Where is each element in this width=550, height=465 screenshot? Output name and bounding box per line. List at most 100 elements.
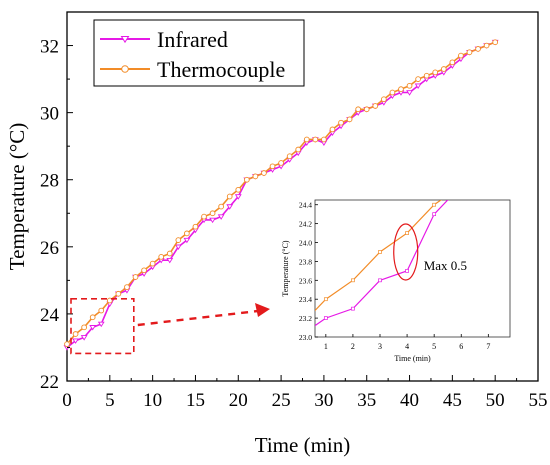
data-point-thermocouple — [141, 267, 147, 274]
x-tick-label: 15 — [186, 390, 205, 411]
x-tick-label: 5 — [105, 390, 115, 411]
data-point-thermocouple — [235, 186, 242, 193]
data-point-infrared — [89, 325, 97, 331]
data-point-thermocouple — [338, 119, 344, 126]
data-point-infrared — [97, 321, 105, 328]
data-point-thermocouple — [72, 331, 79, 337]
inset-y-tick-label: 23.6 — [299, 276, 312, 285]
x-tick-label: 10 — [143, 390, 162, 411]
data-point-thermocouple — [346, 116, 353, 123]
data-point-thermocouple — [226, 193, 233, 200]
data-point-thermocouple — [483, 42, 490, 49]
data-point-infrared — [217, 214, 225, 220]
data-point-thermocouple — [449, 59, 456, 66]
inset-chart: 1 2 3 4 5 6 723.023.223.423.623.824.024.224.4 … — [281, 184, 511, 363]
inset-y-tick-label: 24.2 — [299, 220, 312, 229]
data-point-thermocouple — [269, 163, 276, 170]
inset-y-tick-label: 23.2 — [299, 314, 312, 323]
inset-x-tick-label: 4 — [405, 342, 409, 351]
data-point-thermocouple — [252, 173, 259, 180]
data-point-thermocouple — [64, 341, 70, 347]
data-point-thermocouple — [432, 69, 439, 76]
data-point-thermocouple — [406, 82, 413, 89]
x-tick-label: 25 — [272, 390, 291, 411]
data-point-thermocouple — [475, 46, 481, 52]
x-tick-label: 0 — [62, 390, 72, 411]
max-difference-annotation: Max 0.5 — [424, 258, 467, 273]
inset-data-point-thermocouple — [460, 184, 463, 187]
inset-data-point-infrared — [378, 278, 382, 283]
data-point-infrared — [72, 338, 79, 344]
data-point-thermocouple — [81, 324, 87, 331]
data-point-thermocouple — [466, 49, 473, 56]
data-point-thermocouple — [381, 96, 387, 103]
data-point-thermocouple — [312, 136, 319, 143]
data-point-thermocouple — [89, 314, 96, 321]
y-tick-label: 24 — [40, 305, 60, 326]
inset-data-point-thermocouple — [405, 231, 409, 235]
inset-y-tick-label: 23.4 — [299, 295, 312, 304]
inset-series-group — [315, 184, 463, 327]
inset-axes-group: 1 2 3 4 5 6 7 23.0 23.2 23.4 23.6 23.8 24.0 24.2 24.4 — [299, 201, 490, 351]
data-point-infrared — [183, 237, 191, 244]
data-point-thermocouple — [329, 126, 336, 133]
inset-data-point-thermocouple — [378, 250, 382, 254]
data-point-thermocouple — [295, 146, 302, 153]
data-point-thermocouple — [398, 86, 404, 93]
inset-x-tick-label: 7 — [486, 342, 490, 351]
data-point-thermocouple — [440, 66, 447, 72]
data-point-thermocouple — [98, 307, 105, 314]
inset-data-point-infrared — [351, 306, 355, 311]
inset-data-point-thermocouple — [323, 297, 328, 302]
inset-data-point-infrared — [405, 269, 409, 273]
x-tick-label: 50 — [486, 390, 505, 411]
legend: Infrared Thermocouple — [93, 19, 305, 87]
inset-y-tick-label: 23.0 — [299, 333, 312, 342]
data-point-thermocouple — [278, 160, 284, 166]
inset-x-tick-label: 3 — [378, 342, 382, 351]
max-difference-ellipse — [393, 223, 419, 281]
data-point-thermocouple — [355, 106, 362, 113]
data-point-infrared — [174, 244, 182, 251]
zoom-arrow — [137, 309, 259, 327]
inset-data-point-thermocouple — [432, 202, 437, 207]
inset-data-point-infrared — [323, 316, 328, 320]
data-point-thermocouple — [201, 213, 207, 220]
inset-data-point-infrared — [460, 184, 463, 187]
y-tick-label: 22 — [40, 372, 59, 393]
inset-plot-frame — [314, 199, 511, 338]
data-point-infrared — [414, 83, 422, 89]
data-point-thermocouple — [115, 290, 122, 297]
data-point-thermocouple — [132, 274, 139, 280]
inset-x-axis-label: Time (min) — [394, 354, 431, 363]
data-point-thermocouple — [192, 223, 199, 230]
zoom-arrowhead-icon — [255, 303, 270, 317]
data-point-thermocouple — [492, 39, 499, 46]
data-point-thermocouple — [243, 176, 250, 183]
y-tick-label: 30 — [40, 104, 59, 125]
x-tick-label: 45 — [443, 390, 462, 411]
data-point-thermocouple — [175, 237, 182, 243]
x-tick-label: 40 — [400, 390, 419, 411]
x-axis-label: Time (min) — [255, 433, 350, 457]
data-point-thermocouple — [184, 230, 190, 237]
x-tick-label: 20 — [229, 390, 248, 411]
y-tick-label: 28 — [40, 171, 59, 192]
y-tick-label: 32 — [40, 37, 59, 58]
inset-x-tick-label: 5 — [432, 342, 436, 351]
data-point-infrared — [80, 335, 88, 341]
inset-y-tick-label: 24.0 — [299, 239, 312, 248]
data-point-thermocouple — [261, 170, 267, 176]
data-point-thermocouple — [286, 153, 293, 160]
inset-data-point-infrared — [432, 212, 437, 217]
data-point-infrared — [234, 194, 242, 200]
data-point-infrared — [406, 90, 413, 96]
inset-y-axis-label: Temperature (°C) — [281, 240, 290, 297]
main-series-group — [63, 39, 499, 351]
data-point-thermocouple — [363, 106, 370, 113]
y-tick-label: 26 — [40, 238, 59, 259]
inset-y-tick-label: 23.8 — [299, 257, 312, 266]
